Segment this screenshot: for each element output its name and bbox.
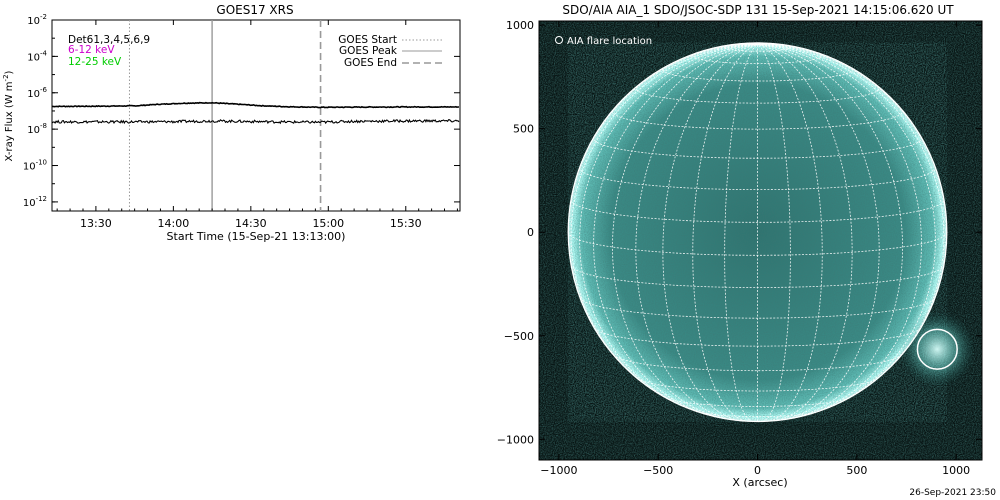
aia-y-tick-label: −1000 xyxy=(497,433,534,446)
aia-image-area xyxy=(539,21,982,460)
goes-x-tick-label: 15:30 xyxy=(390,217,422,230)
grid-line xyxy=(757,43,880,421)
grid-line xyxy=(662,66,853,82)
grid-line xyxy=(635,43,758,421)
goes-y-axis-ticks: 10-2 10-4 10-6 10-8 10-10 10-12 xyxy=(23,13,460,209)
legend-goes-peak-label: GOES Peak xyxy=(339,45,398,57)
aia-chart-title: SDO/AIA AIA_1 SDO/JSOC-SDP 131 15-Sep-20… xyxy=(562,3,954,17)
grid-line xyxy=(757,43,791,422)
channel-label-det: Det61,3,4,5,6,9 xyxy=(68,34,150,46)
aia-y-tick-label: 0 xyxy=(527,226,534,239)
grid-line xyxy=(757,43,823,422)
goes-xrs-chart: GOES17 XRS 13:30 14:00 14:30 15:00 15:30 10-… xyxy=(2,3,461,243)
solar-limb-line xyxy=(567,42,948,423)
aia-legend: AIA flare location xyxy=(555,36,652,47)
aia-y-axis-ticks: 1000 500 0 −500 −1000 xyxy=(497,19,982,446)
aia-x-axis-ticks: −1000 −500 0 500 1000 xyxy=(540,21,970,477)
generated-timestamp: 26-Sep-2021 23:50 xyxy=(909,488,996,498)
aia-x-tick-label: −1000 xyxy=(540,464,577,477)
goes-plot-frame xyxy=(51,19,461,212)
grid-line xyxy=(757,43,945,387)
goes-event-markers xyxy=(128,20,322,211)
grid-line xyxy=(662,43,758,422)
aia-x-tick-label: 500 xyxy=(846,464,867,477)
goes-y-tick-label: 10-4 xyxy=(27,49,47,63)
goes-legend: GOES Start GOES Peak GOES End xyxy=(338,34,442,69)
grid-line xyxy=(757,43,922,418)
aia-x-tick-label: −500 xyxy=(643,464,673,477)
goes-chart-title: GOES17 XRS xyxy=(216,3,293,17)
goes-flux-series xyxy=(51,101,460,125)
aia-legend-label: AIA flare location xyxy=(567,36,652,47)
legend-goes-start-label: GOES Start xyxy=(338,34,397,46)
aia-x-tick-label: 1000 xyxy=(942,464,970,477)
goes-y-tick-label: 10-2 xyxy=(27,13,47,27)
goes-x-axis-ticks: 13:30 14:00 14:30 15:00 15:30 xyxy=(56,20,458,230)
heliographic-grid xyxy=(567,42,948,422)
legend-goes-end-label: GOES End xyxy=(344,57,397,69)
goes-channel-labels: Det61,3,4,5,6,9 6-12 keV 12-25 keV xyxy=(68,34,150,68)
aia-x-tick-label: 0 xyxy=(754,464,761,477)
aia-plot-frame xyxy=(538,20,983,461)
goes-x-tick-label: 15:00 xyxy=(312,217,344,230)
goes-y-axis-label: X-ray Flux (W m-2) xyxy=(2,70,15,161)
goes-x-tick-label: 14:00 xyxy=(158,217,190,230)
aia-y-tick-label: 500 xyxy=(513,123,534,136)
grid-line xyxy=(724,43,758,422)
grid-line xyxy=(570,43,758,387)
goes-series-line xyxy=(51,118,460,125)
goes-x-axis-label: Start Time (15-Sep-21 13:13:00) xyxy=(167,230,346,243)
flare-glow xyxy=(899,311,976,388)
aia-y-tick-label: −500 xyxy=(504,330,534,343)
goes-y-tick-label: 10-6 xyxy=(27,86,47,100)
goes-x-tick-label: 13:30 xyxy=(80,217,112,230)
aia-legend-marker-icon xyxy=(555,36,563,44)
aia-flare-location-circle xyxy=(916,328,958,370)
grid-line xyxy=(635,85,880,104)
channel-label-6-12kev: 6-12 keV xyxy=(68,44,115,56)
grid-line xyxy=(612,354,903,372)
goes-series-line xyxy=(52,101,459,109)
aia-x-axis-label: X (arcsec) xyxy=(732,476,787,489)
goes-x-tick-label: 14:30 xyxy=(235,217,267,230)
goes-y-tick-label: 10-10 xyxy=(23,159,47,173)
goes-y-tick-label: 10-12 xyxy=(23,195,47,209)
grid-line xyxy=(593,43,758,418)
channel-label-12-25kev: 12-25 keV xyxy=(68,56,122,68)
goes-y-tick-label: 10-8 xyxy=(27,122,47,136)
grid-line xyxy=(612,43,758,420)
aia-y-tick-label: 1000 xyxy=(506,19,534,32)
grid-line xyxy=(702,43,758,52)
grid-line xyxy=(757,43,903,420)
